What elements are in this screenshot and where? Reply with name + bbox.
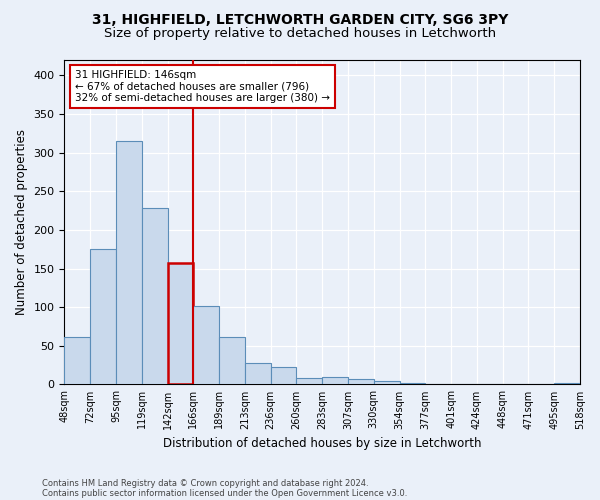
Bar	[90, 250, 116, 384]
Bar	[296, 378, 322, 384]
Text: 31, HIGHFIELD, LETCHWORTH GARDEN CITY, SG6 3PY: 31, HIGHFIELD, LETCHWORTH GARDEN CITY, S…	[92, 12, 508, 26]
Text: Contains public sector information licensed under the Open Government Licence v3: Contains public sector information licen…	[42, 488, 407, 498]
Text: 31 HIGHFIELD: 146sqm
← 67% of detached houses are smaller (796)
32% of semi-deta: 31 HIGHFIELD: 146sqm ← 67% of detached h…	[75, 70, 330, 103]
Bar	[245, 363, 271, 384]
Bar	[64, 336, 90, 384]
Bar	[271, 368, 296, 384]
Text: Size of property relative to detached houses in Letchworth: Size of property relative to detached ho…	[104, 28, 496, 40]
Bar	[142, 208, 167, 384]
Bar	[193, 306, 219, 384]
Bar	[348, 379, 374, 384]
Bar	[400, 383, 425, 384]
Text: Contains HM Land Registry data © Crown copyright and database right 2024.: Contains HM Land Registry data © Crown c…	[42, 478, 368, 488]
Bar	[554, 383, 580, 384]
Bar	[374, 382, 400, 384]
Bar	[219, 336, 245, 384]
Y-axis label: Number of detached properties: Number of detached properties	[15, 129, 28, 315]
Bar	[167, 263, 193, 384]
Bar	[116, 141, 142, 384]
Bar	[322, 376, 348, 384]
X-axis label: Distribution of detached houses by size in Letchworth: Distribution of detached houses by size …	[163, 437, 481, 450]
